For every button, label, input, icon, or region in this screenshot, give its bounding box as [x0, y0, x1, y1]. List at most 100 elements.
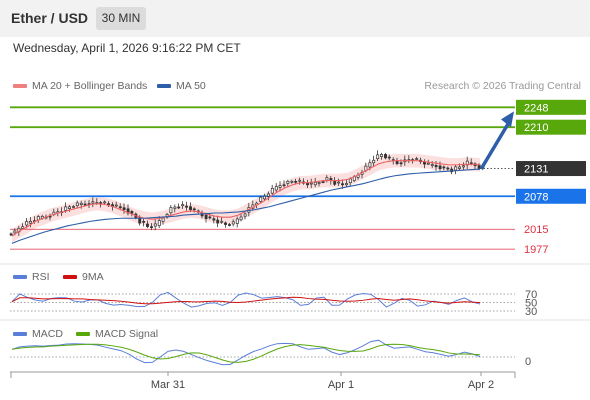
candle-body — [122, 207, 126, 211]
candle-body — [368, 162, 372, 168]
candle-body — [341, 183, 344, 186]
arrow-shaft — [480, 120, 511, 170]
candle-body — [118, 206, 122, 209]
candle-body — [239, 216, 243, 221]
candle-body — [399, 162, 403, 165]
candle-body — [278, 185, 282, 188]
candle-body — [298, 179, 302, 182]
rsi-line — [11, 291, 481, 308]
ma50-line — [11, 168, 481, 244]
bollinger-band — [12, 153, 480, 243]
legend-ma50: MA 50 — [157, 80, 206, 92]
macd-signal-line — [11, 343, 481, 363]
candle-body — [224, 222, 227, 225]
candle-body — [454, 166, 458, 171]
arrow-head — [501, 111, 514, 128]
legend-ma20: MA 20 + Bollinger Bands — [13, 80, 147, 92]
legend-rsi-label: RSI — [32, 271, 50, 283]
candle-body — [181, 204, 185, 207]
candle-body — [231, 221, 235, 225]
candle-body — [130, 211, 134, 214]
header-bar: Ether / USD 30 MIN — [0, 0, 590, 37]
candle-body — [384, 154, 387, 159]
ma50-swatch — [157, 84, 171, 89]
candle-body — [321, 181, 325, 183]
candle-body — [212, 218, 216, 221]
candle-body — [153, 223, 157, 227]
level-box-2131 — [516, 161, 586, 177]
level-box-2078 — [516, 188, 586, 204]
candle-body — [290, 181, 294, 183]
candle-body — [259, 196, 263, 202]
candle-body — [267, 193, 270, 197]
level-box-2210 — [516, 119, 586, 135]
candle-body — [469, 162, 473, 165]
candle-body — [270, 187, 274, 194]
candle-body — [313, 181, 317, 186]
x-tick-label: Apr 1 — [328, 379, 354, 391]
candle-body — [345, 183, 348, 186]
candle-body — [48, 215, 52, 218]
level-label-1977: 1977 — [524, 244, 548, 256]
level-label-2210: 2210 — [524, 122, 548, 134]
candle-body — [9, 233, 13, 236]
candle-body — [185, 205, 188, 208]
candle-body — [161, 217, 165, 222]
legend-rsi: RSI — [13, 271, 50, 283]
ma20-swatch — [13, 84, 27, 89]
rsi-axis-50: 50 — [525, 298, 537, 310]
candle-body — [146, 223, 149, 227]
candle-body — [309, 182, 313, 185]
instrument-title: Ether / USD — [11, 10, 89, 26]
legend-macd-signal: MACD Signal — [76, 328, 158, 340]
candle-body — [72, 206, 75, 208]
timeframe-button[interactable]: 30 MIN — [96, 7, 146, 30]
candle-body — [372, 159, 376, 164]
candle-body — [169, 207, 173, 214]
legend-ma20-label: MA 20 + Bollinger Bands — [32, 80, 148, 92]
macd-axis-0: 0 — [525, 356, 531, 368]
candle-body — [13, 230, 17, 234]
rsi-ma-swatch — [63, 275, 77, 280]
legend-macd-signal-label: MACD Signal — [95, 328, 159, 340]
candle-body — [83, 203, 87, 206]
candle-body — [286, 180, 290, 184]
credit-text: Research © 2026 Trading Central — [424, 80, 581, 92]
candle-body — [157, 220, 161, 226]
candle-body — [462, 165, 465, 168]
ma20-line — [11, 160, 481, 237]
candle-body — [91, 201, 95, 204]
candle-body — [216, 219, 220, 224]
candle-body — [208, 216, 212, 219]
candle-body — [142, 221, 146, 223]
datetime-label: Wednesday, April 1, 2026 9:16:22 PM CET — [13, 41, 241, 55]
candle-body — [243, 213, 247, 217]
candle-body — [333, 180, 337, 185]
candle-body — [114, 204, 118, 207]
level-label-2131: 2131 — [524, 164, 548, 176]
candle-body — [426, 162, 430, 165]
candle-body — [177, 206, 181, 209]
level-label-2248: 2248 — [524, 102, 548, 114]
candle-body — [107, 203, 110, 205]
candle-body — [380, 154, 383, 157]
candle-body — [150, 226, 153, 228]
candle-body — [274, 186, 278, 191]
candle-body — [29, 221, 32, 224]
candle-body — [189, 206, 192, 211]
legend-macd: MACD — [13, 328, 63, 340]
x-tick-label: Mar 31 — [151, 379, 185, 391]
candle-body — [317, 182, 321, 184]
level-label-2078: 2078 — [524, 191, 548, 203]
candle-body — [415, 158, 419, 160]
legend-rsi-ma: 9MA — [63, 271, 104, 283]
candle-body — [25, 221, 29, 226]
candle-body — [235, 218, 239, 224]
x-tick-label: Apr 2 — [468, 379, 494, 391]
candle-body — [263, 195, 266, 200]
candle-body — [348, 178, 352, 184]
rsi-axis-30: 30 — [525, 306, 537, 318]
rsi-axis-70: 70 — [525, 289, 537, 301]
candle-body — [228, 224, 231, 226]
